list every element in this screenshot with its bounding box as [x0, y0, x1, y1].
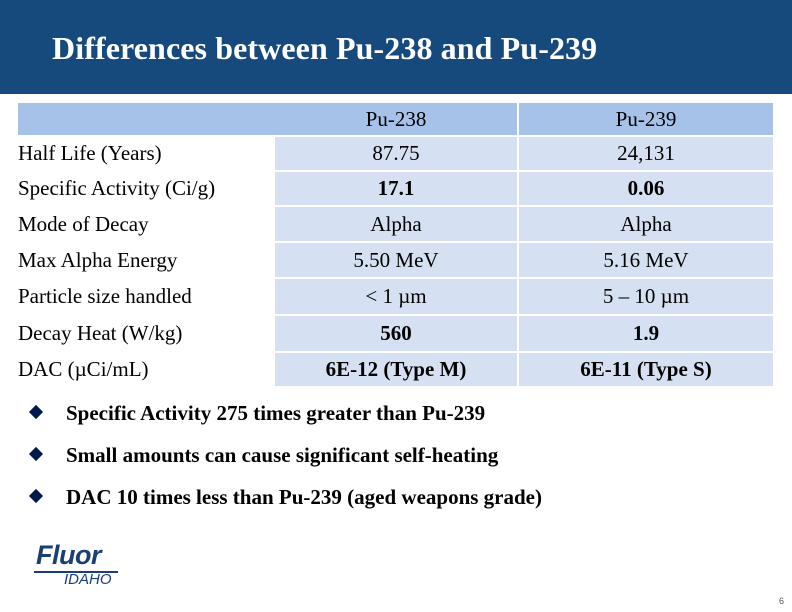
logo-name: Fluor	[36, 540, 102, 570]
row-label: Particle size handled	[18, 279, 275, 314]
table-row: Max Alpha Energy 5.50 MeV 5.16 MeV	[18, 243, 773, 277]
cell-pu239: 5 – 10 µm	[519, 279, 773, 314]
logo-subtitle: IDAHO	[64, 571, 112, 588]
table-row: DAC (µCi/mL) 6E-12 (Type M) 6E-11 (Type …	[18, 353, 773, 386]
cell-pu239: 0.06	[519, 172, 773, 205]
table-row: Specific Activity (Ci/g) 17.1 0.06	[18, 172, 773, 205]
table-row: Half Life (Years) 87.75 24,131	[18, 137, 773, 170]
cell-pu238: Alpha	[275, 207, 519, 241]
table-header-blank	[18, 103, 275, 135]
row-label: Decay Heat (W/kg)	[18, 316, 275, 351]
fluor-idaho-logo: Fluor IDAHO	[34, 540, 124, 588]
comparison-table: Pu-238 Pu-239 Half Life (Years) 87.75 24…	[18, 101, 773, 388]
table-row: Decay Heat (W/kg) 560 1.9	[18, 316, 773, 351]
slide-title: Differences between Pu-238 and Pu-239	[52, 30, 598, 66]
bullet-list: Specific Activity 275 times greater than…	[28, 396, 542, 522]
diamond-bullet-icon	[28, 404, 44, 420]
cell-pu238: 6E-12 (Type M)	[275, 353, 519, 386]
row-label: Half Life (Years)	[18, 137, 275, 170]
row-label: Mode of Decay	[18, 207, 275, 241]
cell-pu239: 6E-11 (Type S)	[519, 353, 773, 386]
page-number: 6	[778, 596, 784, 606]
list-item: Specific Activity 275 times greater than…	[28, 396, 542, 438]
diamond-bullet-icon	[28, 488, 44, 504]
cell-pu239: Alpha	[519, 207, 773, 241]
header-pu239: Pu-239	[519, 103, 773, 135]
table-row: Particle size handled < 1 µm 5 – 10 µm	[18, 279, 773, 314]
header-pu238: Pu-238	[275, 103, 519, 135]
row-label: Max Alpha Energy	[18, 243, 275, 277]
row-label: Specific Activity (Ci/g)	[18, 172, 275, 205]
bullet-text: Specific Activity 275 times greater than…	[66, 401, 486, 425]
diamond-bullet-icon	[28, 446, 44, 462]
cell-pu239: 24,131	[519, 137, 773, 170]
bullet-text: DAC 10 times less than Pu-239 (aged weap…	[66, 485, 542, 509]
table-row: Mode of Decay Alpha Alpha	[18, 207, 773, 241]
cell-pu238: 560	[275, 316, 519, 351]
bullet-text: Small amounts can cause significant self…	[66, 443, 499, 467]
list-item: DAC 10 times less than Pu-239 (aged weap…	[28, 480, 542, 522]
logo-divider	[34, 571, 118, 573]
cell-pu238: 17.1	[275, 172, 519, 205]
title-bar: Differences between Pu-238 and Pu-239	[0, 0, 792, 94]
cell-pu239: 1.9	[519, 316, 773, 351]
cell-pu238: 5.50 MeV	[275, 243, 519, 277]
list-item: Small amounts can cause significant self…	[28, 438, 542, 480]
row-label: DAC (µCi/mL)	[18, 353, 275, 386]
cell-pu239: 5.16 MeV	[519, 243, 773, 277]
cell-pu238: < 1 µm	[275, 279, 519, 314]
cell-pu238: 87.75	[275, 137, 519, 170]
table-header-row: Pu-238 Pu-239	[18, 103, 773, 135]
